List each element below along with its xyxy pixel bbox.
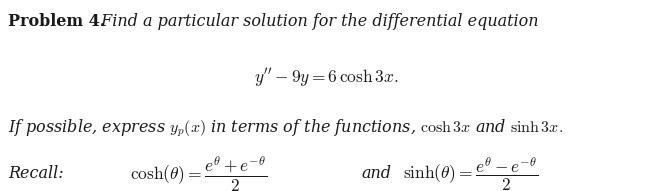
Text: Find a particular solution for the differential equation: Find a particular solution for the diffe…	[96, 13, 539, 30]
Text: and: and	[362, 165, 392, 182]
Text: $y^{\prime\prime} - 9y = 6\,\cosh 3x.$: $y^{\prime\prime} - 9y = 6\,\cosh 3x.$	[254, 66, 398, 89]
Text: $\sinh(\theta) = \dfrac{e^{\theta}-e^{-\theta}}{2}$: $\sinh(\theta) = \dfrac{e^{\theta}-e^{-\…	[403, 155, 538, 191]
Text: If possible, express $y_{p}(x)$ in terms of the functions, $\cosh 3x$ and $\sinh: If possible, express $y_{p}(x)$ in terms…	[8, 117, 564, 139]
Text: Problem 4.: Problem 4.	[8, 13, 106, 30]
Text: Recall:: Recall:	[8, 165, 64, 182]
Text: $\cosh(\theta) = \dfrac{e^{\theta}+e^{-\theta}}{2}$: $\cosh(\theta) = \dfrac{e^{\theta}+e^{-\…	[130, 154, 267, 191]
